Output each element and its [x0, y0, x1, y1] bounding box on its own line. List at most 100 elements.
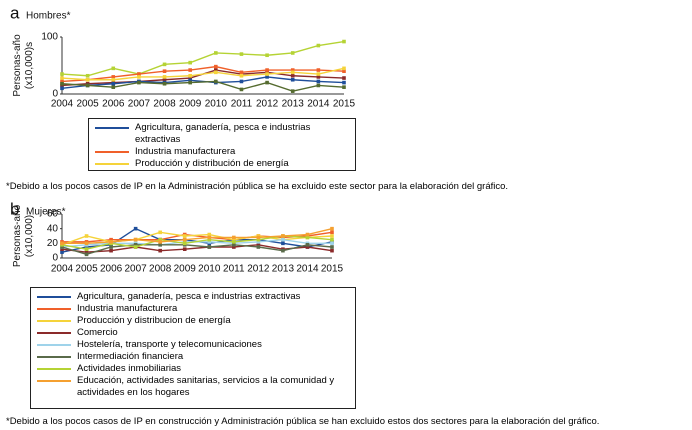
x-tick-label: 2012 [256, 99, 279, 110]
point [60, 241, 64, 246]
x-tick-label: 2013 [282, 99, 305, 110]
legend-label: Producción y distribucion de energía [77, 315, 231, 326]
x-tick-label: 2013 [272, 264, 295, 275]
point [265, 68, 269, 72]
legend-label: Agricultura, ganadería, pesca e industri… [77, 291, 301, 302]
point [85, 83, 90, 88]
point [162, 77, 167, 82]
point [316, 72, 321, 76]
point [109, 240, 113, 244]
x-tick-label: 2006 [100, 264, 123, 275]
point [162, 81, 167, 86]
point [188, 60, 192, 65]
point [256, 240, 261, 244]
legend-swatch [37, 332, 71, 334]
point [256, 235, 261, 240]
point [137, 72, 141, 76]
x-tick-label: 2005 [75, 264, 98, 275]
point [207, 240, 212, 244]
x-tick-label: 2004 [51, 264, 74, 275]
legend-item: Hostelería, transporte y telecomunicacio… [37, 339, 349, 351]
point [133, 243, 138, 247]
point [162, 69, 167, 73]
point [316, 83, 321, 88]
legend-swatch [37, 380, 71, 382]
point [85, 73, 90, 78]
x-tick-label: 2004 [51, 99, 74, 110]
point [330, 248, 334, 253]
note: *Debido a los pocos casos de IP en const… [6, 416, 600, 427]
point [158, 230, 162, 235]
point [239, 52, 244, 56]
x-tick-label: 2015 [333, 99, 356, 110]
y-tick-label: 0 [52, 253, 58, 264]
legend-item: Comercio [37, 327, 349, 339]
point [316, 75, 321, 79]
legend-item: Educación, actividades sanitarias, servi… [37, 375, 349, 399]
legend-swatch [37, 344, 71, 346]
legend-swatch [37, 296, 71, 298]
point [182, 241, 187, 246]
legend-swatch [37, 356, 71, 358]
point [214, 51, 218, 55]
y-axis-label-line: Personas-año [12, 34, 23, 97]
point [330, 241, 334, 246]
point [158, 243, 162, 247]
point [342, 76, 346, 80]
y-axis-label: Personas-año(x10,000) [12, 204, 35, 267]
legend-label: Hostelería, transporte y telecomunicacio… [77, 339, 262, 350]
point [207, 232, 212, 237]
point [137, 75, 141, 79]
point [60, 72, 64, 76]
legend-label: Agricultura, ganadería, pesca e industri… [135, 122, 311, 145]
x-tick-label: 2012 [247, 264, 270, 275]
point [305, 235, 310, 240]
point [137, 80, 141, 85]
x-tick-label: 2006 [102, 99, 125, 110]
point [207, 245, 212, 249]
series-line [62, 227, 333, 245]
legend-item: Industria manufacturera [95, 146, 349, 158]
point [281, 237, 285, 242]
x-tick-label: 2007 [128, 99, 151, 110]
point [162, 62, 167, 67]
series-line [62, 231, 333, 243]
x-tick-label: 2015 [321, 264, 344, 275]
y-tick-label: 100 [41, 32, 58, 43]
point [281, 241, 285, 246]
panel-letter: b [10, 199, 19, 218]
point [60, 79, 64, 84]
point [182, 237, 187, 242]
point [256, 237, 261, 242]
point [109, 248, 113, 253]
y-axis-label-line: (x10,000)s [24, 42, 35, 89]
point [133, 237, 138, 242]
point [232, 235, 236, 240]
legend-swatch [95, 127, 129, 129]
point [188, 68, 192, 72]
point [60, 86, 64, 91]
point [60, 76, 64, 80]
legend-label: Educación, actividades sanitarias, servi… [77, 375, 335, 398]
legend-swatch [37, 308, 71, 310]
x-tick-label: 2008 [149, 264, 172, 275]
point [84, 241, 89, 246]
point [214, 70, 218, 75]
point [214, 79, 218, 84]
point [158, 237, 162, 242]
x-tick-label: 2007 [125, 264, 148, 275]
point [330, 245, 334, 249]
y-axis-label-line: (x10,000) [24, 215, 35, 257]
x-tick-label: 2014 [296, 264, 319, 275]
point [111, 66, 116, 71]
point [188, 78, 192, 83]
legend-label: Industria manufacturera [77, 303, 178, 314]
y-tick-label: 20 [47, 238, 59, 249]
point [188, 73, 192, 78]
x-tick-label: 2010 [205, 99, 228, 110]
point [305, 245, 310, 249]
point [342, 39, 346, 44]
point [60, 245, 64, 249]
legend-label: Comercio [77, 327, 118, 338]
